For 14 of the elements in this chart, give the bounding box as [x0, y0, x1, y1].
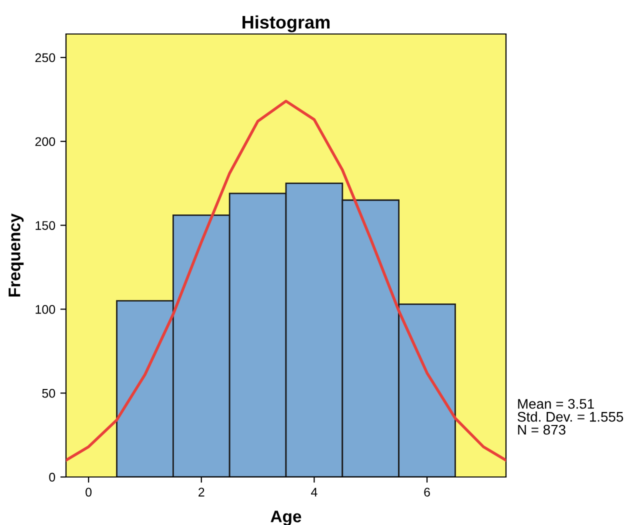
y-axis-title: Frequency — [8, 213, 24, 297]
y-tick-label: 200 — [35, 137, 56, 146]
y-tick-label: 250 — [35, 53, 56, 62]
chart-title: Histogram — [242, 15, 330, 32]
x-tick-label: 4 — [311, 488, 318, 496]
y-tick-label: 50 — [42, 388, 56, 398]
line-series — [66, 100, 506, 462]
x-tick-label: 6 — [424, 488, 430, 497]
x-tick-label: 0 — [86, 488, 92, 497]
y-tick-label: 0 — [49, 472, 56, 482]
x-tick-label: 2 — [198, 488, 204, 496]
y-tick-label: 150 — [36, 221, 56, 230]
text: Mean = 3.51 Std. Dev. = 1.555 N = 873 — [518, 398, 624, 435]
y-tick-label: 100 — [36, 305, 56, 314]
